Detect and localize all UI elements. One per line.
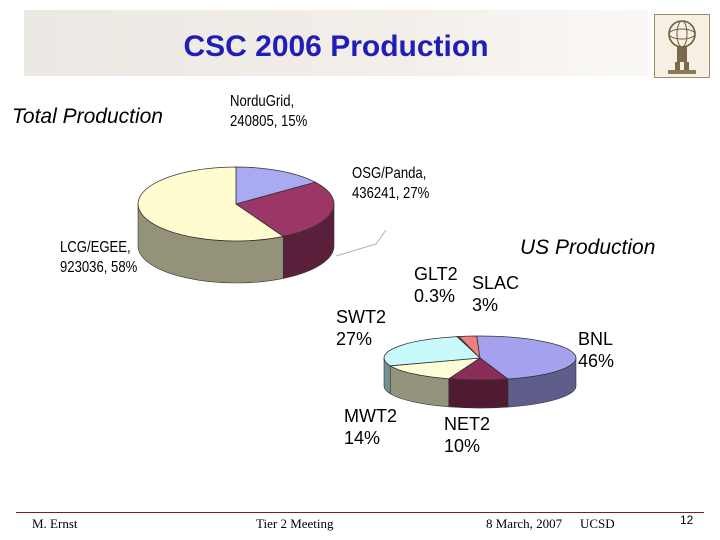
- us-slice-bnl: [476, 335, 577, 380]
- us-production-title: US Production: [520, 236, 656, 259]
- total-production-title: Total Production: [12, 105, 163, 128]
- us-slice-mwt2: [388, 357, 481, 380]
- footer-location: UCSD: [580, 516, 615, 531]
- footer-author: M. Ernst: [32, 516, 78, 531]
- total-slice-lcg-egee: [137, 166, 285, 242]
- us-label-swt2: SWT2 27%: [336, 307, 386, 349]
- total-label-osg-panda: OSG/Panda, 436241, 27%: [352, 165, 429, 202]
- pie-charts: NorduGrid, 240805, 15% OSG/Panda, 436241, 2…: [60, 93, 614, 456]
- total-label-nordugrid: NorduGrid, 240805, 15%: [230, 93, 307, 130]
- footer-divider: [16, 512, 704, 513]
- us-label-glt2: GLT2 0.3%: [414, 264, 458, 306]
- page-title: CSC 2006 Production: [183, 30, 489, 63]
- us-label-bnl: BNL 46%: [578, 329, 614, 371]
- title-banner: CSC 2006 Production: [24, 10, 648, 76]
- page-number: 12: [680, 513, 694, 527]
- us-side-net2: [448, 378, 509, 409]
- us-slice-slac: [457, 335, 481, 360]
- total-slice-nordugrid: [235, 166, 317, 205]
- us-label-slac: SLAC 3%: [472, 273, 519, 315]
- footer-date: 8 March, 2007: [486, 516, 563, 531]
- footer-meeting: Tier 2 Meeting: [256, 516, 334, 531]
- total-leader-line: [335, 229, 387, 257]
- us-slice-swt2: [383, 336, 481, 367]
- us-label-mwt2: MWT2 14%: [344, 406, 397, 448]
- atlas-logo-icon: [654, 14, 710, 78]
- total-label-lcg-egee: LCG/EGEE, 923036, 58%: [60, 239, 137, 276]
- us-label-net2: NET2 10%: [444, 414, 490, 456]
- total-slice-osg-panda: [235, 181, 335, 237]
